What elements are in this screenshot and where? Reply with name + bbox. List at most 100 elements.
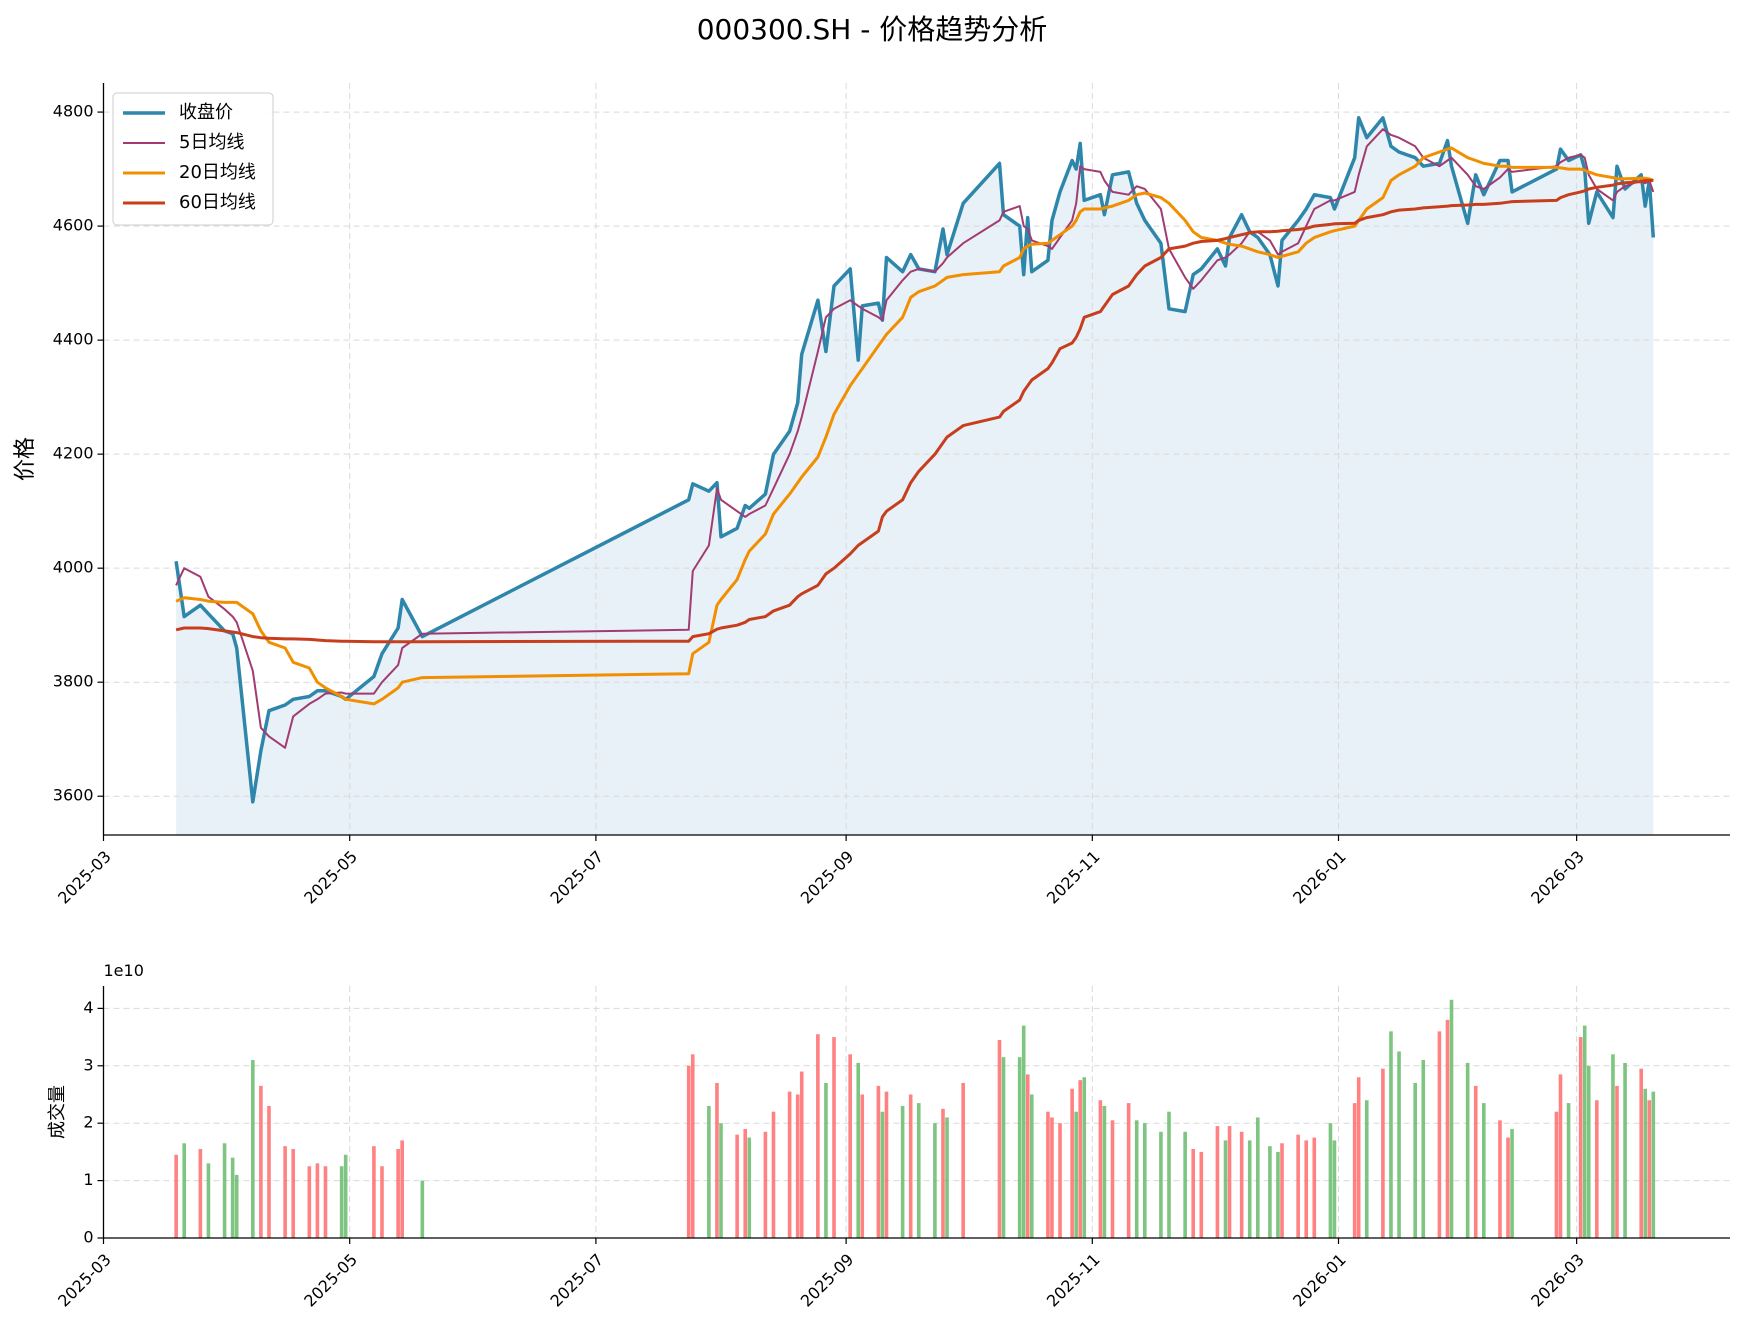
bar — [1578, 1037, 1583, 1238]
bar — [1074, 1111, 1078, 1238]
bar — [1082, 1077, 1087, 1238]
bar — [1643, 1088, 1648, 1238]
bar — [1437, 1031, 1442, 1238]
bar — [1312, 1137, 1317, 1238]
bar — [941, 1108, 945, 1238]
bar — [1021, 1025, 1026, 1238]
bar — [707, 1105, 711, 1238]
bar — [933, 1123, 937, 1238]
x-tick-label: 2026-01 — [1289, 847, 1350, 908]
x-tick-label: 2025-09 — [797, 1250, 858, 1311]
bar — [174, 1154, 178, 1238]
bar — [251, 1060, 255, 1238]
bar — [1510, 1128, 1514, 1238]
y-tick-label: 1 — [83, 1170, 93, 1189]
bar — [1381, 1068, 1385, 1238]
bar — [771, 1111, 776, 1238]
y-tick-label: 4600 — [53, 216, 94, 235]
bar — [206, 1163, 211, 1238]
bar — [799, 1071, 804, 1238]
line — [175, 179, 1654, 644]
x-tick-label: 2025-07 — [546, 847, 607, 908]
bar — [182, 1143, 187, 1238]
bar — [307, 1166, 312, 1238]
bar — [1255, 1117, 1260, 1238]
bar — [343, 1154, 348, 1238]
bar — [1001, 1057, 1006, 1238]
bar — [856, 1062, 861, 1238]
x-tick-label: 2025-05 — [300, 1250, 361, 1311]
bar — [1223, 1140, 1228, 1238]
bar — [267, 1105, 271, 1238]
y-axis-label: 价格 — [13, 437, 38, 481]
bar — [1050, 1117, 1054, 1238]
bar — [1025, 1074, 1030, 1238]
bar — [1215, 1126, 1220, 1238]
y-axis-label: 成交量 — [47, 1085, 68, 1139]
bar — [1473, 1085, 1478, 1238]
bar — [1465, 1062, 1470, 1238]
bar — [824, 1083, 828, 1238]
bar — [860, 1094, 865, 1238]
bar — [1142, 1123, 1147, 1238]
bar — [1611, 1054, 1615, 1238]
bar — [1554, 1111, 1559, 1238]
y-tick-label: 3 — [83, 1055, 93, 1074]
bar — [1352, 1103, 1357, 1238]
bar — [1247, 1140, 1252, 1238]
bar — [832, 1037, 836, 1238]
bar — [1046, 1111, 1050, 1238]
x-tick-label: 2025-03 — [54, 1250, 115, 1311]
bar — [1421, 1060, 1426, 1238]
bar — [1159, 1131, 1163, 1238]
bar — [396, 1149, 400, 1238]
bar — [1304, 1140, 1309, 1238]
line — [174, 116, 1656, 804]
y-tick-label: 4 — [83, 998, 93, 1017]
bar — [1639, 1068, 1644, 1238]
bar — [719, 1123, 723, 1238]
bar — [816, 1034, 820, 1238]
bar — [961, 1083, 965, 1238]
bar — [222, 1143, 227, 1238]
y-tick-label: 2 — [83, 1113, 93, 1132]
bar — [1199, 1151, 1204, 1238]
bar — [234, 1174, 239, 1238]
bar — [1595, 1100, 1599, 1238]
bar — [1582, 1025, 1587, 1238]
bar — [1110, 1120, 1115, 1238]
bar — [1623, 1062, 1627, 1238]
bar — [1397, 1051, 1401, 1238]
bar — [1239, 1131, 1244, 1238]
line — [175, 146, 1654, 706]
bar — [323, 1166, 328, 1238]
legend-label: 收盘价 — [179, 102, 233, 123]
bar — [876, 1085, 881, 1238]
bar — [1017, 1057, 1022, 1238]
bar — [1098, 1100, 1103, 1238]
x-tick-label: 2026-03 — [1527, 847, 1588, 908]
bar — [1280, 1143, 1284, 1238]
bar — [1183, 1131, 1187, 1238]
bar — [884, 1091, 889, 1238]
y-tick-label: 4800 — [53, 102, 94, 121]
bar — [1356, 1077, 1361, 1238]
bar — [945, 1117, 949, 1238]
y-tick-label: 0 — [83, 1228, 93, 1247]
bar — [1615, 1085, 1619, 1238]
axis-offset-label: 1e10 — [104, 961, 144, 980]
bar — [743, 1128, 748, 1238]
x-tick-label: 2026-01 — [1289, 1250, 1350, 1311]
x-tick-label: 2025-09 — [797, 847, 858, 908]
bar — [1651, 1091, 1656, 1238]
bar — [1268, 1146, 1272, 1238]
bar — [848, 1054, 852, 1238]
legend-label: 60日均线 — [179, 192, 256, 213]
bar — [1647, 1100, 1652, 1238]
bar — [1482, 1103, 1486, 1238]
bar — [1449, 999, 1454, 1238]
legend-label: 20日均线 — [179, 162, 256, 183]
bar — [291, 1149, 295, 1238]
bar — [795, 1094, 800, 1238]
